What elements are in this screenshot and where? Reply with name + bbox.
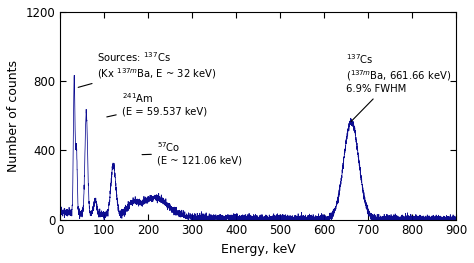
Y-axis label: Number of counts: Number of counts: [7, 60, 20, 172]
Text: $^{241}$Am
(E = 59.537 keV): $^{241}$Am (E = 59.537 keV): [107, 92, 207, 117]
Text: Sources: $^{137}$Cs
(Kx $^{137m}$Ba, E ~ 32 keV): Sources: $^{137}$Cs (Kx $^{137m}$Ba, E ~…: [78, 50, 217, 87]
Text: $^{57}$Co
(E ~ 121.06 keV): $^{57}$Co (E ~ 121.06 keV): [142, 140, 242, 165]
X-axis label: Energy, keV: Energy, keV: [220, 243, 295, 256]
Text: $^{137}$Cs
($^{137m}$Ba, 661.66 keV)
6.9% FWHM: $^{137}$Cs ($^{137m}$Ba, 661.66 keV) 6.9…: [346, 52, 451, 122]
